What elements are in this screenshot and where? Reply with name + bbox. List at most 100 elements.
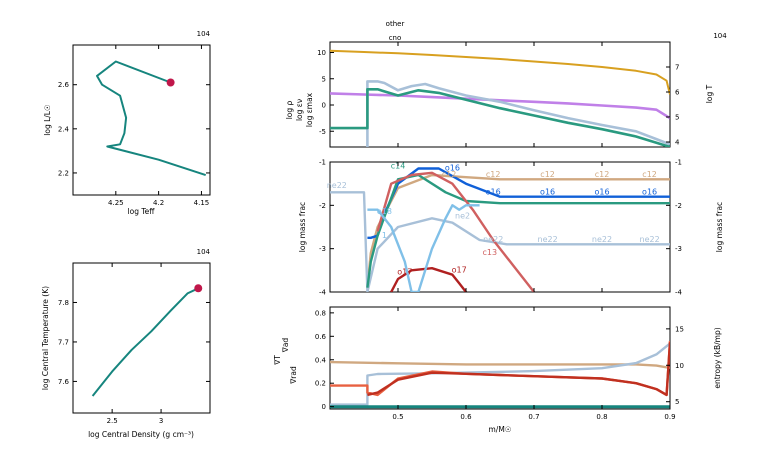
abundance-line-o18 xyxy=(367,204,480,292)
abundance-line-ne22 xyxy=(330,191,670,292)
profile-ytick-label: 0 xyxy=(322,102,326,110)
profile-ylabel-logT: log T xyxy=(705,84,714,103)
abundance-label-c12: c12 xyxy=(595,170,610,179)
hr-ytick-label: 2.4 xyxy=(58,125,70,133)
rho-t-ytick-label: 7.8 xyxy=(58,299,69,307)
abundance-label-c13: c13 xyxy=(483,248,498,257)
gradient-xtick-label: 0.6 xyxy=(460,413,472,421)
abundance-line-c12 xyxy=(366,173,670,288)
hr-xtick-label: 4.2 xyxy=(153,199,164,207)
rho-t-xtick-label: 3 xyxy=(159,417,163,425)
gradient-lines xyxy=(330,340,670,409)
gradient-xtick-label: 0.8 xyxy=(596,413,607,421)
gradient-line-gradT xyxy=(367,342,670,397)
gradient-ylabel-right: entropy (kB/mp) xyxy=(713,327,722,388)
profile-ytick-label: 5 xyxy=(322,75,326,83)
profile-corner-label: 104 xyxy=(713,32,727,40)
hr-current-marker xyxy=(166,78,175,87)
profile-panel: 104 other cno log ρ log εν log εmax log … xyxy=(285,20,727,148)
rho-t-xlabel: log Central Density (g cm⁻³) xyxy=(88,430,194,439)
profile-ylabel-epsmax: log εmax xyxy=(305,92,314,127)
profile-line-logT xyxy=(330,49,670,95)
hr-ytick-label: 2.2 xyxy=(58,169,69,177)
abundance-line-o17 xyxy=(390,267,467,292)
abundance-ylabel-right: log mass frac xyxy=(715,202,724,252)
hr-track-line xyxy=(96,60,207,177)
abundance-label-ne22: ne22 xyxy=(483,235,503,244)
abundance-label-o18: o18 xyxy=(377,207,392,216)
profile-line-logEpsNu xyxy=(330,88,670,147)
rho-t-frame xyxy=(72,262,211,414)
rho-t-xtick-label: 2.5 xyxy=(107,417,118,425)
rho-t-ylabel: log Central Temperature (K) xyxy=(41,286,50,390)
hr-ylabel: log L/L☉ xyxy=(43,104,52,135)
top-label-other: other xyxy=(386,20,405,28)
abundance-ytick-right-label: -3 xyxy=(675,245,682,253)
gradient-ylabel-rad: ∇rad xyxy=(289,366,298,385)
profile-ytick-right-label: 5 xyxy=(675,114,679,122)
gradient-ytick-label: 0.4 xyxy=(315,356,327,364)
gradient-ytick-label: 0.8 xyxy=(315,309,326,317)
gradient-xlabel: m/M☉ xyxy=(488,425,511,434)
gradient-xtick-label: 0.9 xyxy=(664,413,675,421)
abundance-label-o16: o16 xyxy=(594,188,609,197)
abundance-ytick-label: -4 xyxy=(319,289,327,297)
top-label-cno: cno xyxy=(389,34,402,42)
abundance-label-o16: o16 xyxy=(540,188,555,197)
gradient-ytick-right-label: 5 xyxy=(675,398,679,406)
abundance-label-1: 1 xyxy=(382,231,387,240)
gradient-xtick-label: 0.5 xyxy=(392,413,403,421)
gradient-panel: m/M☉ ∇ad ∇T ∇rad entropy (kB/mp) 0.5 0.6 0… xyxy=(273,306,722,434)
abundance-ytick-label: -1 xyxy=(319,159,326,167)
hr-corner-label: 104 xyxy=(197,30,211,38)
abundance-label-o17: o17 xyxy=(397,268,412,277)
profile-ylabel-epsnu: log εν xyxy=(295,99,304,121)
gradient-ytick-label: 0 xyxy=(322,403,326,411)
gradient-ytick-right-label: 15 xyxy=(675,325,684,333)
gradient-ylabel-ad: ∇ad xyxy=(281,338,290,354)
rho-t-panel: 104 log Central Density (g cm⁻³) log Cen… xyxy=(41,248,211,439)
abundance-ylabel-left: log mass frac xyxy=(298,202,307,252)
abundance-ytick-label: -2 xyxy=(319,202,326,210)
abundance-label-c12: c12 xyxy=(540,170,555,179)
profile-line-logRho xyxy=(330,92,670,120)
rho-t-ytick-label: 7.6 xyxy=(58,378,70,386)
profile-ytick-right-label: 7 xyxy=(675,64,679,72)
hr-xtick-label: 4.15 xyxy=(194,199,210,207)
abundance-label-ne22: ne22 xyxy=(327,181,347,190)
gradient-ytick-label: 0.2 xyxy=(315,380,326,388)
hr-xlabel: log Teff xyxy=(128,207,156,216)
gradient-ytick-right-label: 10 xyxy=(675,362,684,370)
profile-ytick-right-label: 6 xyxy=(675,89,680,97)
abundance-label-c12: c12 xyxy=(442,170,457,179)
rho-t-current-marker xyxy=(194,284,203,293)
abundance-frame xyxy=(329,161,671,293)
profile-line-logEpsMax xyxy=(366,80,670,147)
gradient-ytick-label: 0.6 xyxy=(315,333,327,341)
abundance-line-c13 xyxy=(376,171,535,292)
profile-ylabel-rho: log ρ xyxy=(285,100,294,119)
abundance-label-ne22: ne22 xyxy=(538,235,558,244)
hr-frame xyxy=(72,44,211,196)
abundance-ytick-right-label: -2 xyxy=(675,202,682,210)
abundance-ytick-right-label: -4 xyxy=(675,289,683,297)
hr-diagram-panel: 104 log Teff log L/L☉ 4.25 4.2 4.15 2.2 2.4 2… xyxy=(43,30,211,216)
abundance-label-o16: o16 xyxy=(445,164,460,173)
profile-lines xyxy=(330,49,670,147)
rho-t-corner-label: 104 xyxy=(197,248,211,256)
gradient-line-grada xyxy=(330,360,670,370)
abundance-label-c12: c12 xyxy=(642,170,657,179)
abundance-line-n14 xyxy=(366,173,670,288)
abundance-lines xyxy=(330,167,670,292)
profile-ytick-right-label: 4 xyxy=(675,139,680,147)
abundance-label-c12: c12 xyxy=(486,170,501,179)
gradient-ylabel-T: ∇T xyxy=(273,355,282,366)
rho-t-track-line xyxy=(91,287,199,397)
abundance-ytick-right-label: -1 xyxy=(675,159,682,167)
abundance-label-ne2: ne2 xyxy=(455,211,470,220)
abundance-label-o16: o16 xyxy=(486,188,501,197)
hr-xtick-label: 4.25 xyxy=(108,199,124,207)
abundance-label-ne22: ne22 xyxy=(640,235,660,244)
